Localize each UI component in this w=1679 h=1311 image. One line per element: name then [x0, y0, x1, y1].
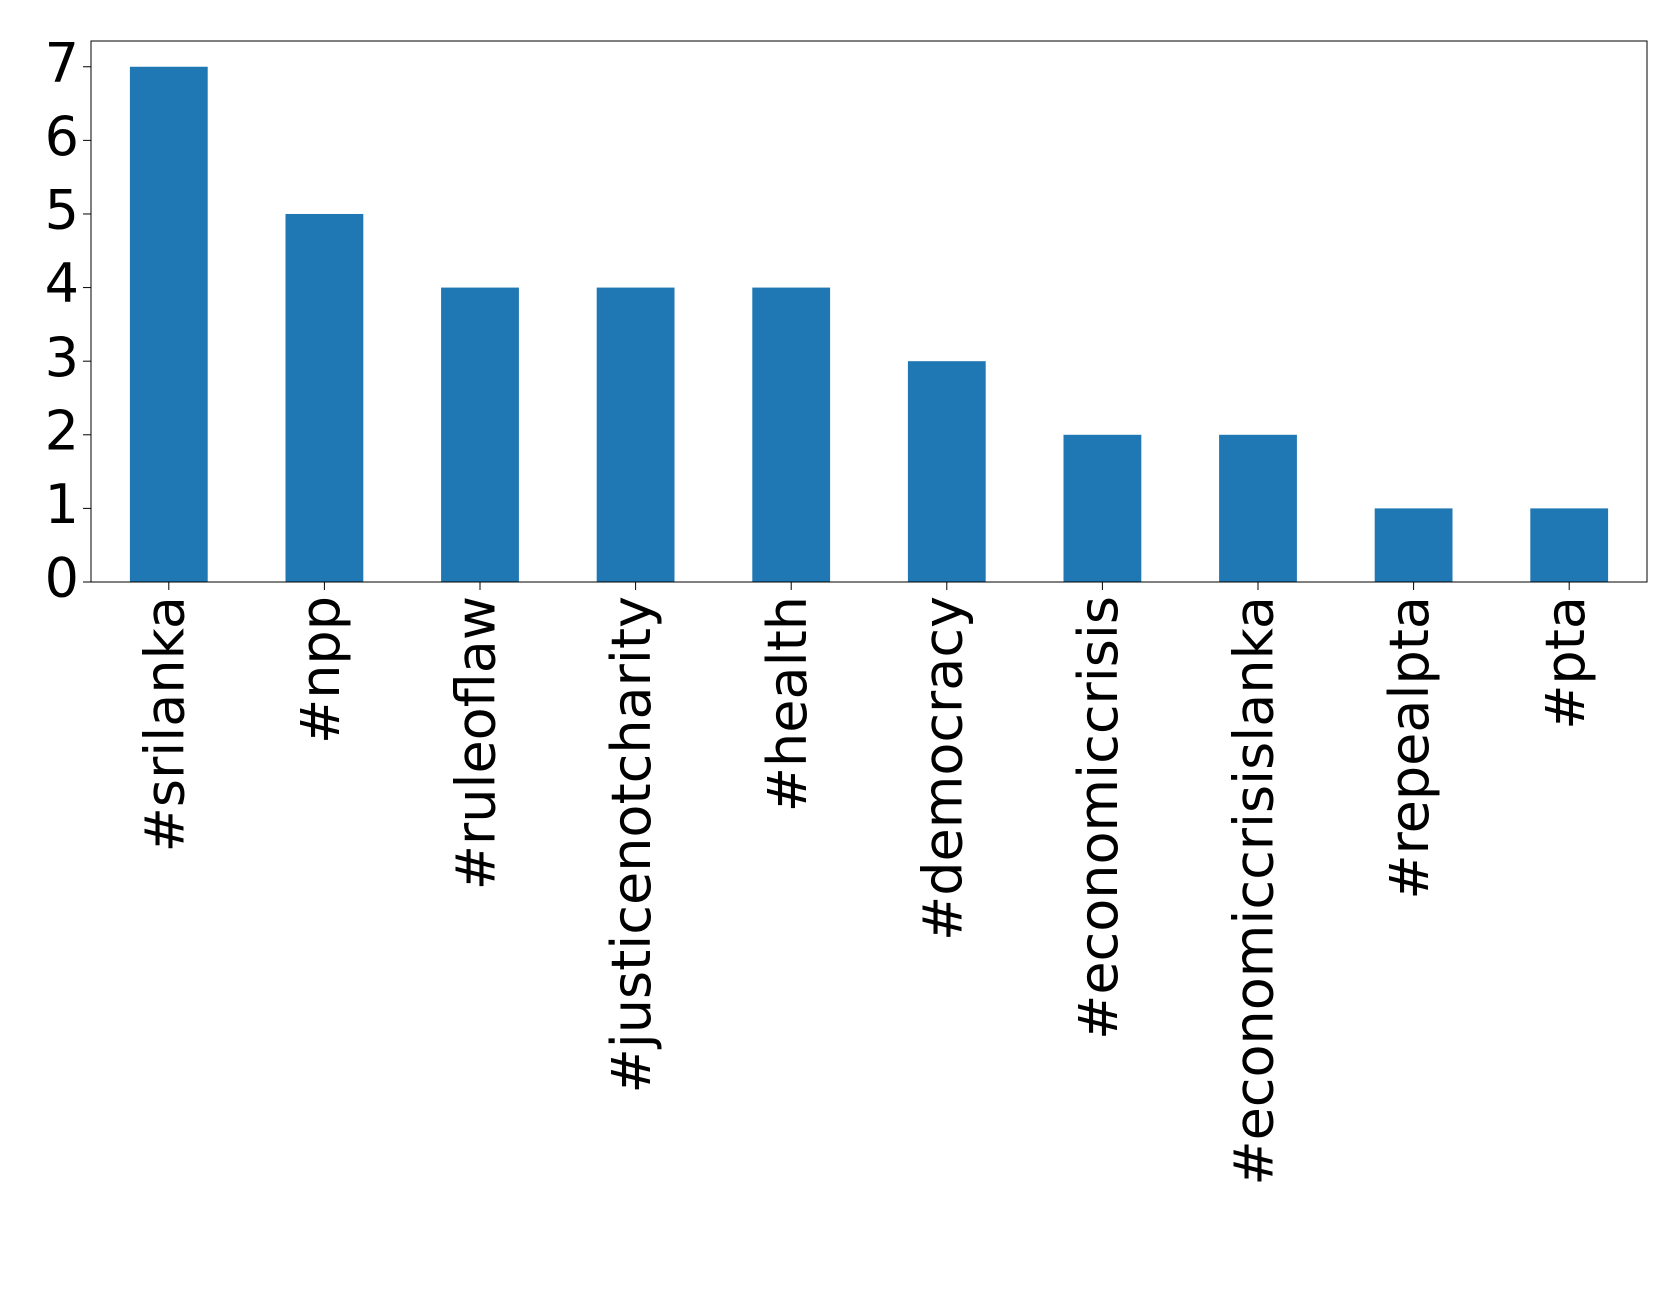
- bar: [907, 361, 986, 582]
- bar: [441, 287, 519, 582]
- x-tick-label: #repealpta: [1378, 596, 1441, 900]
- y-tick-label: 0: [45, 547, 79, 610]
- bar: [596, 287, 675, 582]
- x-tick-label: #health: [756, 596, 819, 812]
- x-tick-label: #economiccrisislanka: [1223, 596, 1286, 1186]
- bar: [1219, 434, 1297, 582]
- y-tick-label: 7: [45, 31, 79, 94]
- bar: [1063, 434, 1142, 582]
- y-tick-label: 4: [45, 252, 79, 315]
- x-tick-label: #npp: [289, 596, 352, 744]
- y-tick-label: 1: [45, 473, 79, 536]
- y-tick-label: 3: [45, 326, 79, 389]
- x-tick-label: #economiccrisis: [1067, 596, 1130, 1040]
- x-tick-label: #pta: [1534, 596, 1597, 730]
- plot-frame: [90, 40, 1648, 583]
- bar: [1530, 508, 1609, 582]
- bar: [752, 287, 831, 582]
- y-tick-label: 5: [45, 179, 79, 242]
- y-tick-label: 2: [45, 399, 79, 462]
- bar: [285, 213, 364, 583]
- x-tick-label: #democracy: [911, 596, 974, 941]
- bar: [129, 66, 208, 582]
- x-tick-label: #ruleoflaw: [445, 596, 508, 890]
- x-tick-label: #srilanka: [133, 596, 196, 852]
- bar: [1374, 508, 1453, 582]
- y-tick-label: 6: [45, 105, 79, 168]
- x-tick-label: #justicenotcharity: [600, 596, 663, 1093]
